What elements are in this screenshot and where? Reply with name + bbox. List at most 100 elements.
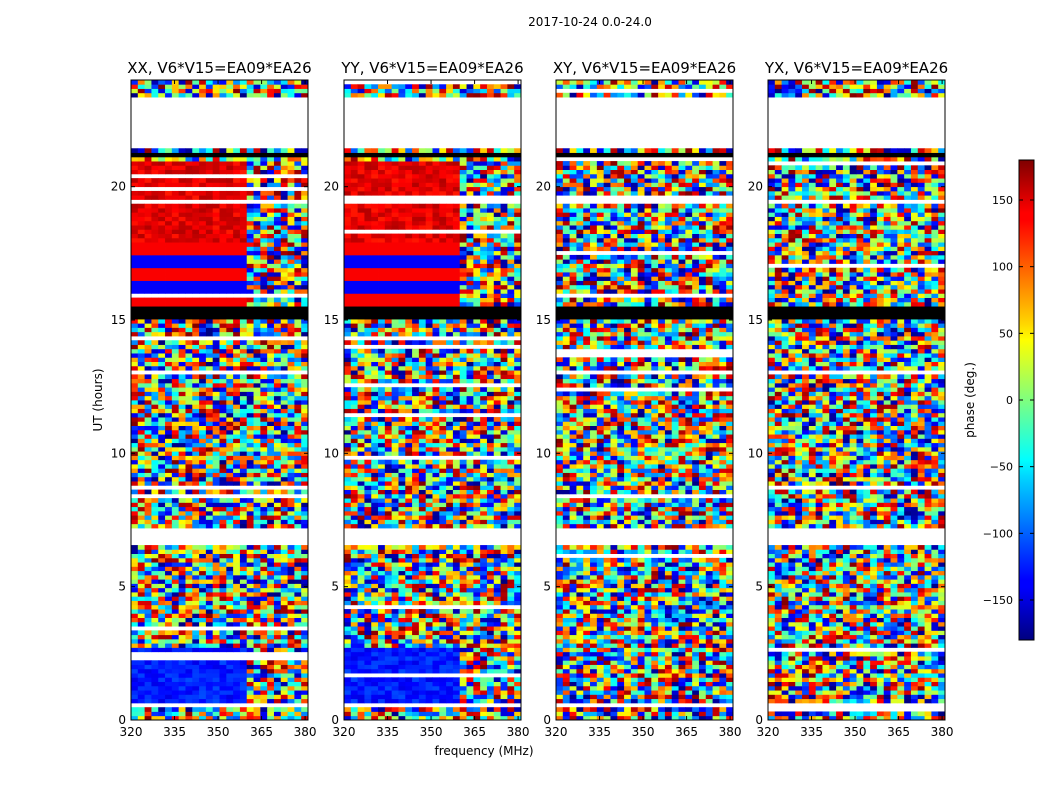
- heatmap-cell: [226, 609, 234, 614]
- heatmap-cell: [493, 472, 501, 478]
- heatmap-cell: [459, 553, 467, 559]
- heatmap-cell: [473, 570, 481, 576]
- heatmap-cell: [364, 566, 372, 572]
- heatmap-cell: [144, 208, 152, 213]
- heatmap-cell: [171, 557, 180, 563]
- heatmap-cell: [233, 365, 241, 371]
- heatmap-cell: [466, 660, 474, 665]
- heatmap-cell: [212, 92, 220, 98]
- heatmap-cell: [350, 446, 359, 452]
- heatmap-cell: [131, 574, 139, 580]
- heatmap-cell: [273, 417, 282, 422]
- heatmap-cell: [144, 638, 152, 644]
- heatmap-cell: [384, 489, 393, 495]
- heatmap-cell: [439, 600, 447, 606]
- heatmap-cell: [199, 630, 207, 636]
- heatmap-cell: [158, 318, 166, 324]
- heatmap-cell: [151, 498, 159, 503]
- heatmap-cell: [287, 395, 295, 401]
- heatmap-cell: [137, 523, 146, 529]
- heatmap-cell: [378, 609, 386, 614]
- heatmap-cell: [507, 677, 515, 682]
- heatmap-cell: [514, 493, 522, 499]
- heatmap-cell: [418, 553, 427, 559]
- heatmap-cell: [364, 370, 372, 375]
- heatmap-cell: [500, 446, 508, 452]
- heatmap-cell: [158, 562, 166, 567]
- heatmap-cell: [212, 515, 220, 520]
- heatmap-cell: [412, 677, 420, 682]
- heatmap-cell: [371, 404, 379, 409]
- heatmap-cell: [473, 400, 481, 405]
- heatmap-cell: [280, 276, 288, 281]
- heatmap-cell: [205, 455, 214, 461]
- heatmap-cell: [185, 182, 193, 188]
- heatmap-cell: [219, 429, 227, 435]
- heatmap-cell: [144, 510, 152, 516]
- heatmap-cell: [514, 519, 522, 525]
- heatmap-cell: [301, 553, 309, 559]
- heatmap-cell: [412, 506, 420, 512]
- heatmap-cell: [246, 600, 254, 606]
- heatmap-cell: [144, 545, 152, 550]
- heatmap-cell: [378, 681, 386, 687]
- heatmap-cell: [273, 429, 282, 435]
- heatmap-cell: [480, 545, 488, 550]
- heatmap-cell: [165, 472, 173, 478]
- heatmap-cell: [226, 254, 234, 260]
- heatmap-cell: [246, 468, 254, 473]
- heatmap-cell: [199, 583, 207, 589]
- heatmap-cell: [391, 579, 399, 584]
- heatmap-cell: [219, 412, 227, 418]
- heatmap-cell: [137, 502, 146, 508]
- heatmap-cell: [185, 382, 193, 388]
- heatmap-cell: [412, 685, 420, 691]
- heatmap-cell: [301, 161, 309, 166]
- heatmap-cell: [378, 421, 386, 426]
- heatmap-cell: [500, 656, 508, 661]
- heatmap-cell: [171, 259, 180, 264]
- heatmap-cell: [294, 340, 302, 345]
- heatmap-cell: [267, 340, 275, 345]
- heatmap-cell: [171, 92, 180, 98]
- heatmap-cell: [418, 562, 427, 567]
- heatmap-cell: [439, 502, 447, 508]
- heatmap-cell: [226, 220, 234, 226]
- heatmap-cell: [500, 374, 508, 380]
- heatmap-cell: [493, 690, 501, 695]
- heatmap-cell: [294, 331, 302, 337]
- heatmap-cell: [137, 579, 146, 584]
- heatmap-cell: [418, 395, 427, 401]
- heatmap-cell: [287, 562, 295, 567]
- heatmap-cell: [493, 600, 501, 606]
- heatmap-cell: [144, 574, 152, 580]
- heatmap-cell: [446, 643, 454, 648]
- heatmap-cell: [233, 267, 241, 273]
- heatmap-cell: [500, 592, 508, 597]
- heatmap-cell: [514, 660, 522, 665]
- heatmap-cell: [131, 417, 139, 422]
- heatmap-cell: [205, 190, 214, 196]
- heatmap-cell: [199, 225, 207, 230]
- heatmap-cell: [219, 216, 227, 222]
- heatmap-cell: [185, 442, 193, 448]
- heatmap-cell: [273, 506, 282, 512]
- heatmap-cell: [294, 621, 302, 627]
- heatmap-cell: [466, 519, 474, 525]
- heatmap-cell: [151, 289, 159, 294]
- heatmap-cell: [192, 434, 200, 439]
- heatmap-cell: [446, 592, 454, 597]
- heatmap-cell: [158, 630, 166, 636]
- heatmap-cell: [418, 613, 427, 618]
- heatmap-cell: [226, 242, 234, 247]
- heatmap-cell: [350, 485, 359, 490]
- heatmap-cell: [432, 549, 440, 554]
- heatmap-cell: [405, 681, 413, 687]
- heatmap-cell: [418, 446, 427, 452]
- heatmap-cell: [165, 357, 173, 362]
- heatmap-cell: [212, 195, 220, 200]
- heatmap-cell: [432, 446, 440, 452]
- heatmap-cell: [151, 301, 159, 307]
- heatmap-cell: [391, 630, 399, 636]
- heatmap-cell: [301, 583, 309, 589]
